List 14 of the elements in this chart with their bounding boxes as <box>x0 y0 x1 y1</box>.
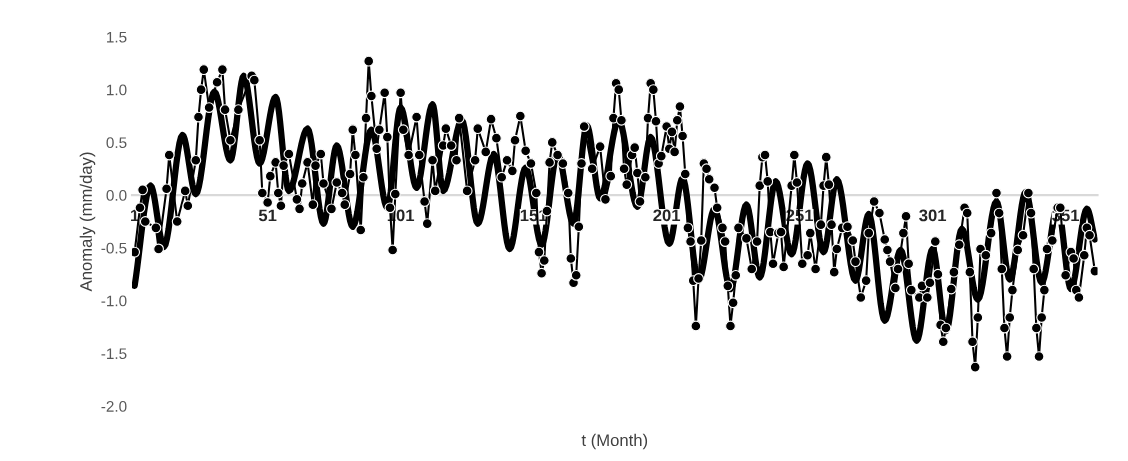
y-tick-label: 0.5 <box>106 137 127 149</box>
x-tick-label: 1 <box>131 209 139 222</box>
y-tick-label: -1.0 <box>101 295 127 307</box>
x-axis-title: t (Month) <box>581 433 648 450</box>
y-axis-title: Anomaly (mm/day) <box>79 152 96 292</box>
x-tick-label: 201 <box>653 209 681 222</box>
y-tick-label: 1.5 <box>107 31 127 43</box>
x-tick-label: 301 <box>919 209 947 222</box>
y-tick-label: 1.0 <box>107 84 127 96</box>
y-tick-label: -0.5 <box>101 242 127 254</box>
y-tick-label: -1.5 <box>101 348 127 360</box>
x-tick-label: 51 <box>258 209 277 222</box>
y-tick-label: -2.0 <box>101 401 127 412</box>
y-tick-label: 0.0 <box>106 190 127 201</box>
